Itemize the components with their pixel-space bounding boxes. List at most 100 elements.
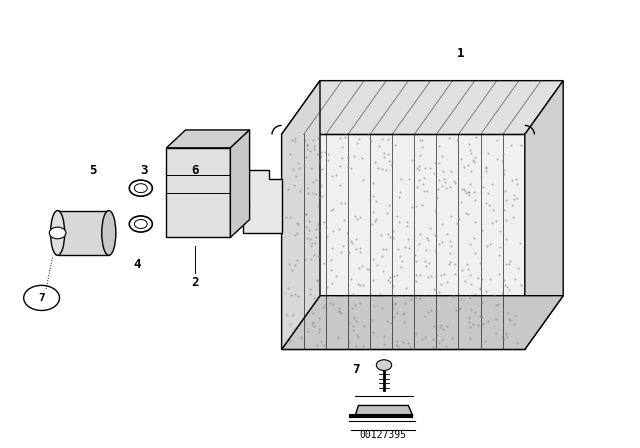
Point: [433, 185, 444, 193]
Point: [323, 157, 333, 164]
Point: [305, 286, 316, 293]
Point: [499, 277, 509, 284]
Point: [366, 138, 376, 145]
Point: [430, 232, 440, 239]
Point: [460, 277, 470, 284]
Point: [324, 300, 335, 307]
Point: [376, 135, 387, 142]
Point: [333, 309, 344, 316]
Point: [326, 267, 336, 274]
Point: [422, 273, 433, 280]
Point: [411, 293, 421, 301]
Point: [375, 290, 385, 297]
Point: [441, 343, 451, 350]
Polygon shape: [282, 296, 563, 349]
Point: [442, 278, 452, 285]
Point: [489, 291, 499, 298]
Point: [411, 277, 421, 284]
Point: [426, 306, 436, 313]
Point: [291, 261, 301, 268]
Text: 7: 7: [38, 293, 45, 303]
Point: [481, 168, 491, 175]
Point: [513, 264, 524, 271]
Polygon shape: [355, 405, 413, 416]
Point: [398, 338, 408, 345]
Point: [504, 260, 514, 267]
Point: [483, 189, 493, 196]
Point: [392, 213, 402, 220]
Point: [312, 277, 322, 284]
Point: [417, 136, 427, 143]
Point: [391, 292, 401, 299]
Point: [290, 290, 300, 297]
Point: [512, 194, 522, 201]
Point: [415, 271, 426, 279]
Point: [425, 224, 435, 232]
Point: [387, 319, 397, 327]
Point: [305, 290, 315, 297]
Point: [501, 196, 511, 203]
Point: [501, 235, 511, 242]
Ellipse shape: [102, 211, 116, 255]
Point: [436, 220, 447, 227]
Point: [398, 311, 408, 318]
Point: [477, 275, 487, 282]
Point: [438, 168, 449, 175]
Point: [383, 230, 394, 237]
Point: [420, 333, 430, 340]
Point: [423, 237, 433, 244]
Point: [388, 282, 399, 289]
Point: [400, 300, 410, 307]
Point: [285, 151, 295, 158]
Point: [487, 219, 497, 226]
Point: [497, 289, 508, 296]
Point: [328, 206, 338, 213]
Point: [465, 334, 475, 341]
Point: [353, 334, 364, 341]
Point: [499, 335, 509, 342]
Point: [442, 323, 452, 330]
Point: [493, 251, 504, 258]
Point: [475, 312, 485, 319]
Point: [502, 284, 512, 291]
Point: [344, 249, 354, 256]
Text: 7: 7: [352, 363, 360, 376]
Point: [413, 163, 424, 170]
Point: [369, 302, 379, 310]
Text: 00127395: 00127395: [359, 431, 406, 440]
Point: [358, 177, 368, 184]
Point: [445, 183, 456, 190]
Point: [300, 255, 310, 263]
Point: [463, 189, 473, 196]
Point: [371, 215, 381, 223]
Point: [287, 137, 297, 144]
Point: [332, 171, 342, 178]
Point: [285, 337, 295, 345]
Point: [282, 312, 292, 319]
Point: [515, 239, 525, 246]
Point: [314, 194, 324, 201]
Point: [449, 178, 460, 185]
Point: [502, 333, 512, 340]
Point: [364, 265, 374, 272]
Point: [348, 322, 358, 329]
Point: [418, 180, 428, 187]
Point: [481, 288, 492, 295]
Point: [461, 189, 471, 196]
Point: [454, 215, 464, 222]
Point: [506, 258, 516, 265]
Point: [464, 319, 474, 326]
Point: [378, 340, 388, 347]
Point: [310, 233, 321, 240]
Point: [499, 206, 509, 213]
Point: [423, 309, 433, 316]
Point: [302, 234, 312, 241]
Point: [477, 227, 487, 234]
Point: [452, 220, 462, 227]
Point: [371, 198, 381, 205]
Point: [435, 322, 445, 329]
Point: [450, 271, 460, 278]
Point: [442, 231, 452, 238]
Point: [357, 281, 367, 289]
Point: [378, 253, 388, 260]
